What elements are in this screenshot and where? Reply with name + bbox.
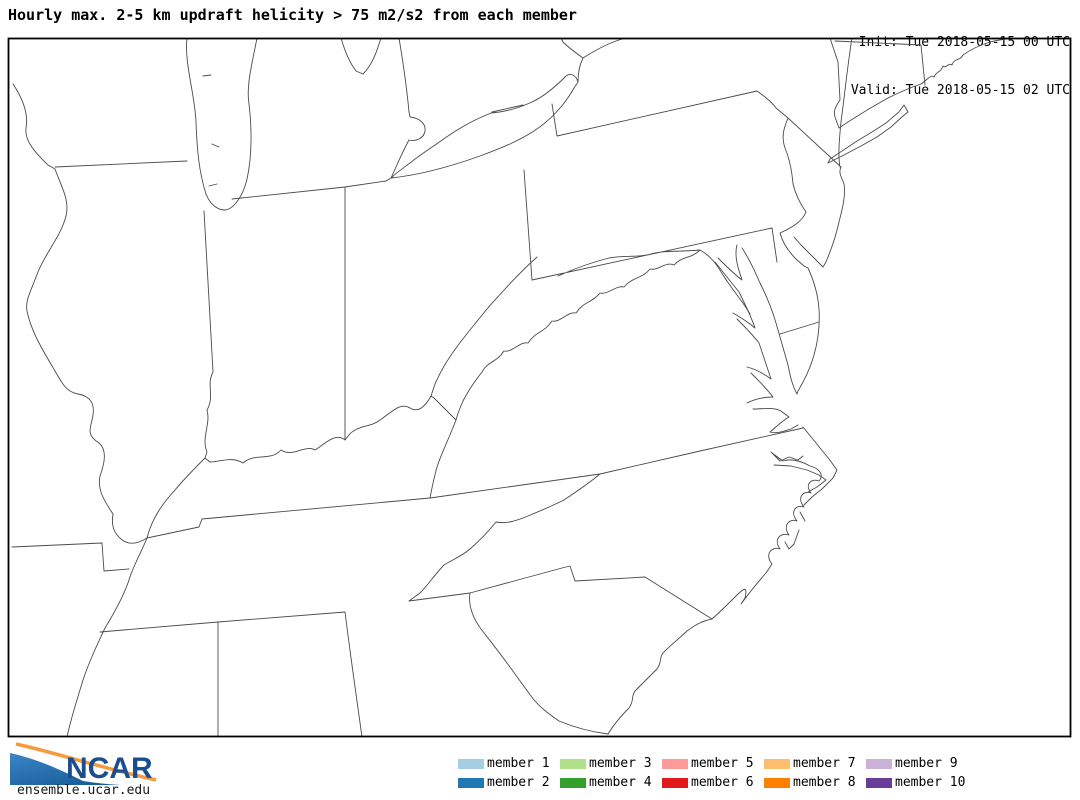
coastline [607,39,1010,735]
legend-color-swatch [866,777,892,788]
legend-item: member 7 [764,754,866,773]
legend-label: member 5 [691,756,754,771]
ncar-logo-text: NCAR [66,752,153,785]
legend: member 1 member 2 member 3 member 4 member 5… [458,754,968,792]
legend-label: member 8 [793,775,856,790]
legend-label: member 6 [691,775,754,790]
ncar-logo-swoosh-gap [15,745,157,785]
legend-item: member 4 [560,773,662,792]
map-frame [7,37,1072,738]
legend-label: member 3 [589,756,652,771]
legend-item: member 3 [560,754,662,773]
valid-time: Valid: Tue 2018-05-15 02 UTC [850,83,1070,98]
site-watermark: ensemble.ucar.edu [17,783,151,798]
legend-item: member 9 [866,754,968,773]
legend-color-swatch [458,758,484,769]
legend-label: member 1 [487,756,550,771]
legend-label: member 9 [895,756,958,771]
legend-color-swatch [560,758,586,769]
ncar-logo-swoosh-blue [10,753,122,785]
page-title: Hourly max. 2-5 km updraft helicity > 75… [8,6,577,24]
legend-item: member 10 [866,773,968,792]
ncar-logo-swoosh-orange [15,742,157,782]
great-lakes-outline [186,39,624,211]
legend-label: member 7 [793,756,856,771]
legend-color-swatch [662,758,688,769]
legend-item: member 6 [662,773,764,792]
legend-color-swatch [560,777,586,788]
ncar-logo: NCAR [10,742,157,785]
legend-item: member 5 [662,754,764,773]
legend-color-swatch [764,758,790,769]
legend-color-swatch [764,777,790,788]
legend-color-swatch [662,777,688,788]
state-borders [11,39,926,736]
legend-label: member 2 [487,775,550,790]
legend-item: member 2 [458,773,560,792]
legend-color-swatch [866,758,892,769]
legend-label: member 10 [895,775,966,790]
legend-item: member 1 [458,754,560,773]
legend-label: member 4 [589,775,652,790]
legend-color-swatch [458,777,484,788]
legend-item: member 8 [764,773,866,792]
